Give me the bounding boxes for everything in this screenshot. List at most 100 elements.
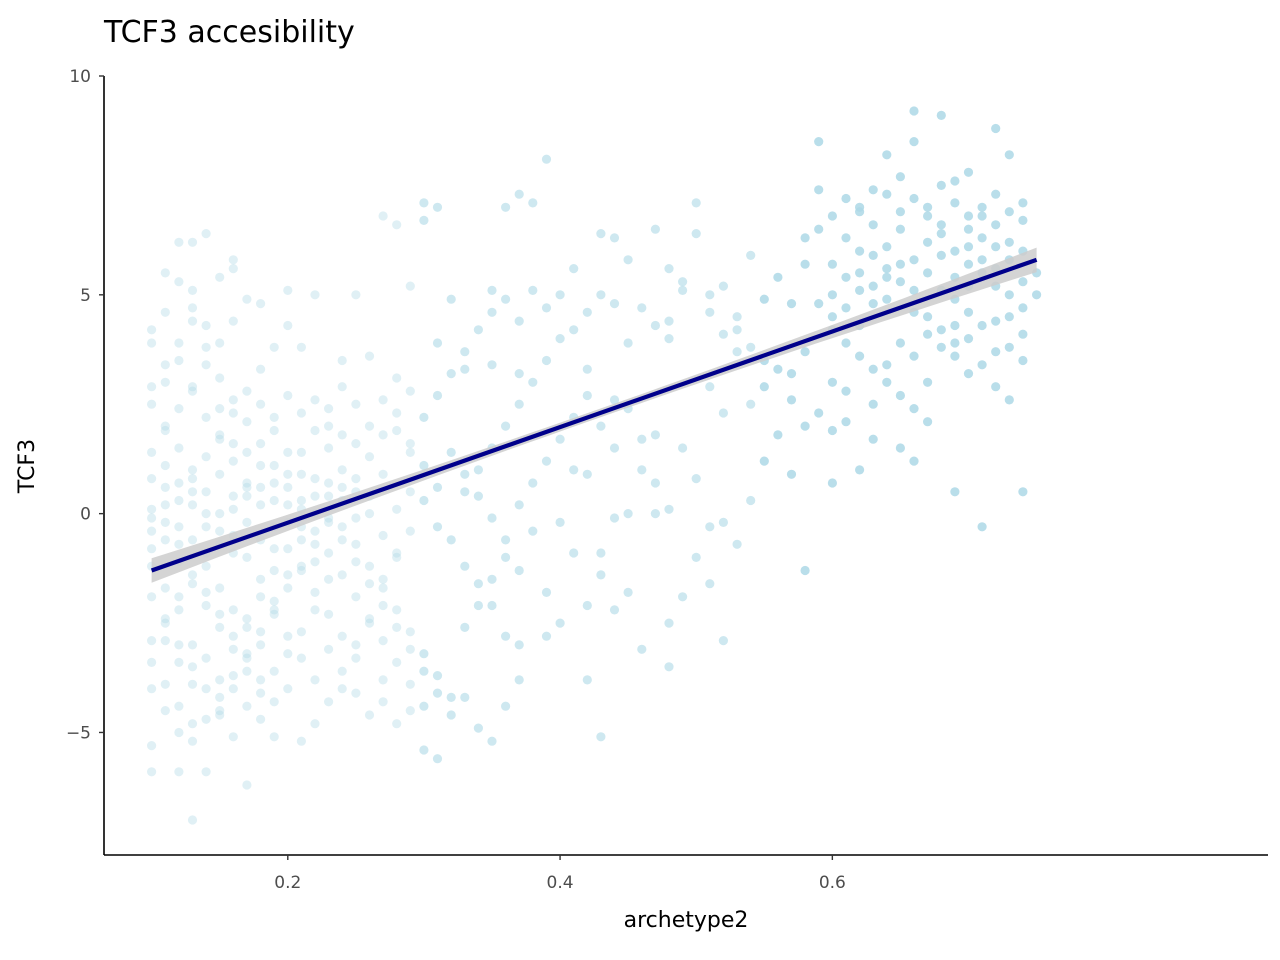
data-point [963,242,974,252]
data-point [242,482,252,492]
data-point [337,382,347,392]
data-point [827,312,838,322]
data-point [1018,355,1028,366]
data-point [909,351,919,361]
data-point [269,412,279,422]
data-point [827,377,838,387]
data-point [432,482,443,492]
data-point [405,439,415,449]
data-point [609,443,620,453]
data-point [991,382,1001,392]
data-point [256,714,266,724]
data-point [269,565,279,576]
data-point [446,294,456,304]
data-point [174,495,184,506]
data-point [364,421,375,431]
data-point [936,110,946,120]
data-point [378,636,388,646]
data-point [201,714,211,724]
data-point [773,430,783,440]
data-point [364,351,375,361]
data-point [160,618,170,628]
regression-line [150,257,1038,573]
data-point [514,640,524,650]
data-point [256,299,266,309]
data-point [773,272,783,282]
data-point [446,447,456,457]
data-point [215,622,225,633]
data-point [160,517,170,528]
data-point [650,224,661,234]
data-point [514,675,524,685]
data-point [256,500,266,510]
data-point [201,767,211,777]
data-point [310,425,320,436]
data-point [868,364,878,374]
data-point [596,732,606,742]
data-point [174,355,184,366]
data-point [160,500,170,510]
data-point [569,325,579,335]
data-point [718,636,729,646]
data-point [147,382,157,392]
data-point [923,237,933,247]
data-point [746,250,756,260]
data-point [691,229,701,239]
data-point [609,513,620,523]
data-point [201,600,211,611]
data-point [460,347,470,357]
data-point [242,517,252,528]
data-point [841,233,851,243]
data-point [923,268,933,278]
data-point [337,570,347,580]
data-point [909,106,919,116]
data-point [691,552,701,563]
data-point [187,815,198,825]
data-point [1004,342,1014,352]
data-point [283,447,293,457]
data-point [324,421,334,431]
data-point [201,412,211,422]
data-point [1032,290,1042,300]
data-point [637,644,647,654]
data-point [814,137,824,147]
data-point [201,684,211,694]
data-point [337,535,347,545]
data-point [637,465,647,475]
data-point [705,579,715,589]
data-point [160,706,170,716]
data-point [746,342,756,352]
data-point [732,347,742,357]
data-point [215,338,225,348]
data-point [432,688,443,698]
data-point [950,338,960,348]
data-point [541,587,552,598]
data-point [487,307,497,317]
data-point [174,277,184,287]
data-point [827,290,838,300]
data-point [392,552,402,563]
data-point [405,706,415,716]
data-point [895,207,906,217]
data-point [187,382,198,392]
data-point [786,369,797,379]
data-point [242,701,252,711]
data-point [256,640,266,650]
data-point [432,338,443,348]
data-point [324,478,334,488]
data-point [364,614,375,624]
data-point [664,334,674,344]
data-point [160,535,170,545]
data-point [759,456,769,466]
data-point [283,570,293,580]
data-point [269,495,279,506]
data-point [351,439,361,449]
data-point [269,666,279,676]
data-point [351,474,361,484]
data-point [977,320,987,331]
data-point [147,513,157,523]
data-point [501,552,511,563]
data-point [705,382,715,392]
data-point [310,395,320,405]
